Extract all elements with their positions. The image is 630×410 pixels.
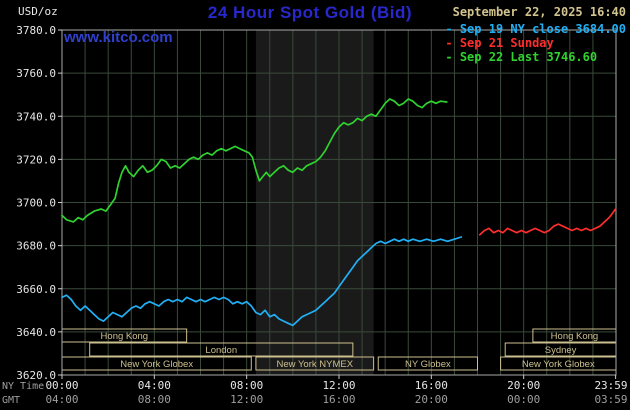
legend-item: - Sep 19 NY close 3684.00: [445, 22, 626, 36]
session-label: NY Globex: [405, 359, 451, 370]
y-axis-label: 3740.0: [16, 110, 56, 123]
session-label: Hong Kong: [551, 331, 599, 342]
y-axis-label: 3700.0: [16, 197, 56, 210]
y-axis-label: 3620.0: [16, 369, 56, 382]
x-axis-label-ny: 16:00: [415, 379, 448, 392]
x-axis-label-ny: 00:00: [45, 379, 78, 392]
gmt-row-label: GMT: [2, 395, 20, 406]
chart-legend: - Sep 19 NY close 3684.00- Sep 21 Sunday…: [445, 22, 626, 64]
session-label: Sydney: [545, 345, 577, 356]
session-box: [377, 356, 478, 371]
x-axis-label-ny: 12:00: [322, 379, 355, 392]
kitco-website-link[interactable]: www.kitco.com: [64, 29, 173, 46]
x-axis-label-gmt: 03:59: [594, 393, 627, 406]
y-axis-label: 3680.0: [16, 240, 56, 253]
session-label: Hong Kong: [101, 331, 149, 342]
chart-title: 24 Hour Spot Gold (Bid): [207, 3, 413, 22]
x-axis-label-ny: 23:59: [594, 379, 627, 392]
session-label: New York Globex: [120, 359, 193, 370]
x-axis-label-gmt: 12:00: [230, 393, 263, 406]
x-axis-label-gmt: 04:00: [45, 393, 78, 406]
chart-datetime: September 22, 2025 16:40: [452, 5, 626, 19]
series-sep-22-last: [61, 98, 448, 223]
x-axis-label-gmt: 00:00: [507, 393, 540, 406]
x-axis-label-ny: 08:00: [230, 379, 263, 392]
x-axis-label-gmt: 16:00: [322, 393, 355, 406]
x-axis-label-gmt: 20:00: [415, 393, 448, 406]
series-sep-21-sunday: [478, 208, 617, 236]
legend-item: - Sep 22 Last 3746.60: [445, 50, 598, 64]
series-sep-19-ny-close: [61, 236, 463, 327]
y-axis-label: 3760.0: [16, 67, 56, 80]
session-label: New York Globex: [522, 359, 595, 370]
ny-time-row-label: NY Time: [2, 381, 44, 392]
y-axis-units-label: USD/oz: [18, 5, 58, 18]
x-axis-label-gmt: 08:00: [138, 393, 171, 406]
session-box: [255, 356, 375, 371]
y-axis-label: 3640.0: [16, 326, 56, 339]
x-axis-label-ny: 04:00: [138, 379, 171, 392]
x-axis-label-ny: 20:00: [507, 379, 540, 392]
y-axis-label: 3720.0: [16, 153, 56, 166]
y-axis-label: 3660.0: [16, 283, 56, 296]
session-label: London: [205, 345, 237, 356]
legend-item: - Sep 21 Sunday: [445, 36, 554, 50]
session-box: [89, 342, 354, 357]
session-label: New York NYMEX: [276, 359, 353, 370]
y-axis-label: 3780.0: [16, 24, 56, 37]
